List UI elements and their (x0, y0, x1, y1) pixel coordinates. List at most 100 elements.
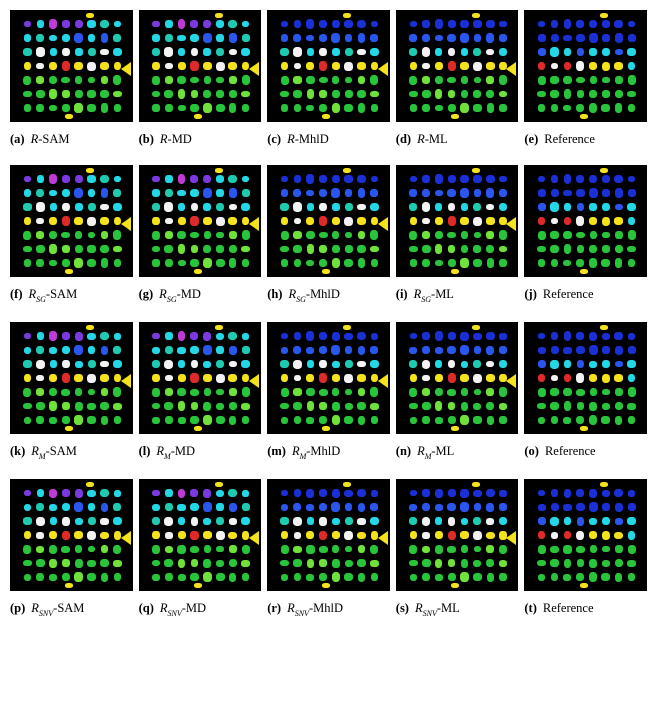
blob (228, 332, 237, 341)
blob (461, 245, 469, 254)
blob (75, 518, 83, 525)
blob (229, 388, 237, 396)
blob (448, 175, 456, 183)
blob (203, 258, 212, 267)
blob (357, 489, 366, 498)
blob (332, 103, 341, 112)
blob (422, 402, 431, 410)
blob (576, 20, 584, 28)
blob (474, 232, 481, 239)
blob (345, 360, 353, 368)
blob (332, 90, 340, 99)
blob (36, 202, 45, 211)
blob (447, 346, 456, 354)
blob (294, 218, 301, 225)
blob (242, 104, 249, 111)
blob (216, 503, 223, 511)
blob (37, 20, 44, 28)
blob (190, 104, 198, 112)
blob (152, 62, 159, 70)
blob (422, 245, 431, 253)
blob (203, 361, 211, 368)
blob (152, 76, 160, 85)
caption-tag: (t) (524, 601, 537, 616)
blob (473, 374, 482, 383)
blob (409, 517, 418, 525)
blob-grid (408, 18, 509, 114)
blob (576, 175, 584, 183)
blob (602, 490, 611, 497)
blob (602, 333, 611, 340)
blob (319, 373, 327, 382)
blob (538, 490, 545, 497)
blob (281, 104, 288, 111)
blob (435, 401, 442, 410)
blob (319, 203, 326, 212)
blob (190, 77, 199, 84)
blob (628, 387, 636, 396)
bottom-speck (65, 269, 73, 274)
blob (242, 176, 249, 183)
blob (628, 573, 635, 580)
blob (589, 374, 597, 382)
blob (460, 489, 468, 498)
blob (114, 21, 121, 28)
panel-caption: (e)Reference (524, 132, 647, 147)
blob (165, 532, 172, 539)
blob (100, 489, 109, 498)
blob (486, 545, 494, 553)
blob (551, 489, 558, 497)
blob (281, 531, 288, 539)
blob (590, 545, 597, 553)
blob (281, 504, 289, 511)
blob (589, 531, 597, 539)
blob (36, 360, 45, 369)
blob (473, 245, 481, 252)
blob (191, 48, 198, 57)
blob (344, 490, 353, 497)
blob (422, 20, 429, 28)
blob (241, 91, 250, 98)
blob (499, 48, 508, 56)
blob (550, 360, 559, 369)
blob (332, 76, 339, 84)
blob (576, 573, 584, 581)
blob (589, 518, 597, 525)
blob (563, 347, 571, 354)
blob (36, 47, 45, 56)
blob (307, 89, 314, 98)
blob (88, 546, 95, 553)
blob (435, 48, 442, 55)
blob (50, 517, 57, 524)
blob (460, 103, 469, 112)
blob (460, 188, 469, 197)
blob (62, 61, 70, 70)
caption-label: R-MhlD (287, 132, 329, 147)
blob (345, 517, 353, 525)
blob (216, 245, 224, 252)
blob (152, 91, 161, 98)
blob (203, 345, 212, 354)
blob (152, 490, 159, 497)
blob (344, 333, 353, 340)
blob (307, 244, 314, 253)
blob (178, 217, 186, 225)
blob (550, 388, 558, 395)
blob (165, 332, 172, 340)
side-triangle-icon (121, 217, 131, 231)
blob (62, 245, 69, 253)
blob (564, 559, 571, 568)
blob (422, 76, 430, 83)
blob (24, 531, 31, 539)
blob (165, 259, 173, 268)
blob (281, 333, 288, 340)
blob (190, 216, 198, 225)
blob (538, 104, 545, 111)
blob (24, 574, 31, 581)
blob (435, 105, 443, 112)
blob (538, 417, 545, 424)
blob (319, 360, 326, 369)
blob (24, 259, 31, 266)
blob (242, 75, 250, 84)
blob (319, 175, 327, 183)
